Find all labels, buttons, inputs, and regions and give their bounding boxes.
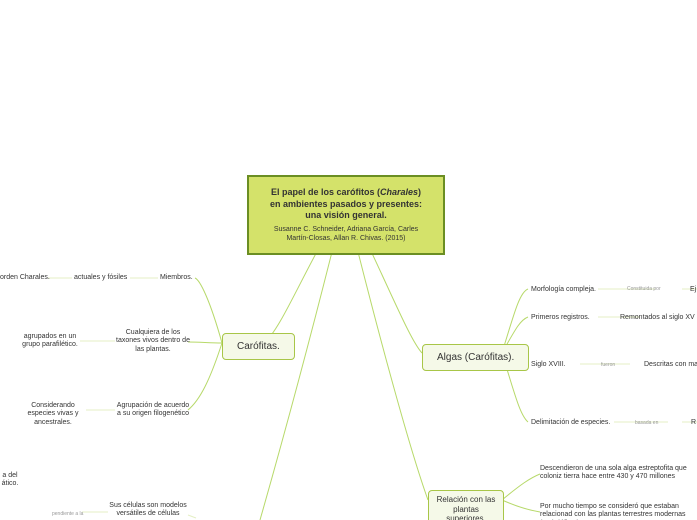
root-title-italic: Charales — [380, 187, 418, 197]
leaf-r[interactable]: R — [691, 418, 696, 427]
leaf-primeros-registros[interactable]: Primeros registros. — [531, 313, 590, 322]
leaf-especies-vivas[interactable]: Considerando especies vivas y ancestrale… — [18, 402, 88, 427]
leaf-celulas-modelos[interactable]: Sus células son modelos versátiles de cé… — [108, 502, 188, 519]
branch-algas[interactable]: Algas (Carófitas). — [422, 344, 529, 371]
leaf-agrupacion[interactable]: Agrupación de acuerdo a su origen filoge… — [116, 402, 190, 419]
branch-relacion[interactable]: Relación con las plantas superiores. — [428, 490, 504, 520]
leaf-por-mucho-tiempo[interactable]: Por mucho tiempo se consideró que estaba… — [540, 503, 697, 520]
root-title-pre: El papel de los carófitos ( — [271, 187, 380, 197]
leaf-actuales-fosiles[interactable]: actuales y fósiles — [74, 273, 127, 282]
leaf-morfologia[interactable]: Morfología compleja. — [531, 285, 596, 294]
leaf-pendiente: pendiente a la — [52, 511, 83, 518]
leaf-parafiletico[interactable]: agrupados en un grupo parafilético. — [18, 333, 82, 350]
leaf-delimitacion[interactable]: Delimitación de especies. — [531, 418, 610, 427]
tiny-fueron: fueron — [601, 362, 615, 369]
leaf-taxones[interactable]: Cualquiera de los taxones vivos dentro d… — [116, 329, 190, 354]
connectors — [0, 0, 697, 520]
tiny-basada: basada en — [635, 420, 658, 427]
tiny-constituida: Constituida por — [627, 286, 661, 293]
leaf-miembros[interactable]: Miembros. — [160, 273, 193, 282]
leaf-siglo-xv[interactable]: Remontados al siglo XV — [620, 313, 695, 322]
leaf-siglo-xviii[interactable]: Siglo XVIII. — [531, 360, 566, 369]
leaf-descritas[interactable]: Descritas con may — [644, 360, 697, 369]
branch-carofitas[interactable]: Carófitas. — [222, 333, 295, 360]
root-node: El papel de los carófitos (Charales) en … — [247, 175, 445, 255]
leaf-atico[interactable]: a del ático. — [0, 472, 20, 489]
leaf-descendieron[interactable]: Descendieron de una sola alga estreptofi… — [540, 465, 697, 482]
root-authors: Susanne C. Schneider, Adriana García, Ca… — [267, 225, 425, 243]
leaf-orden-charales[interactable]: orden Charales. — [0, 273, 50, 282]
leaf-ej[interactable]: Ej — [690, 285, 696, 294]
